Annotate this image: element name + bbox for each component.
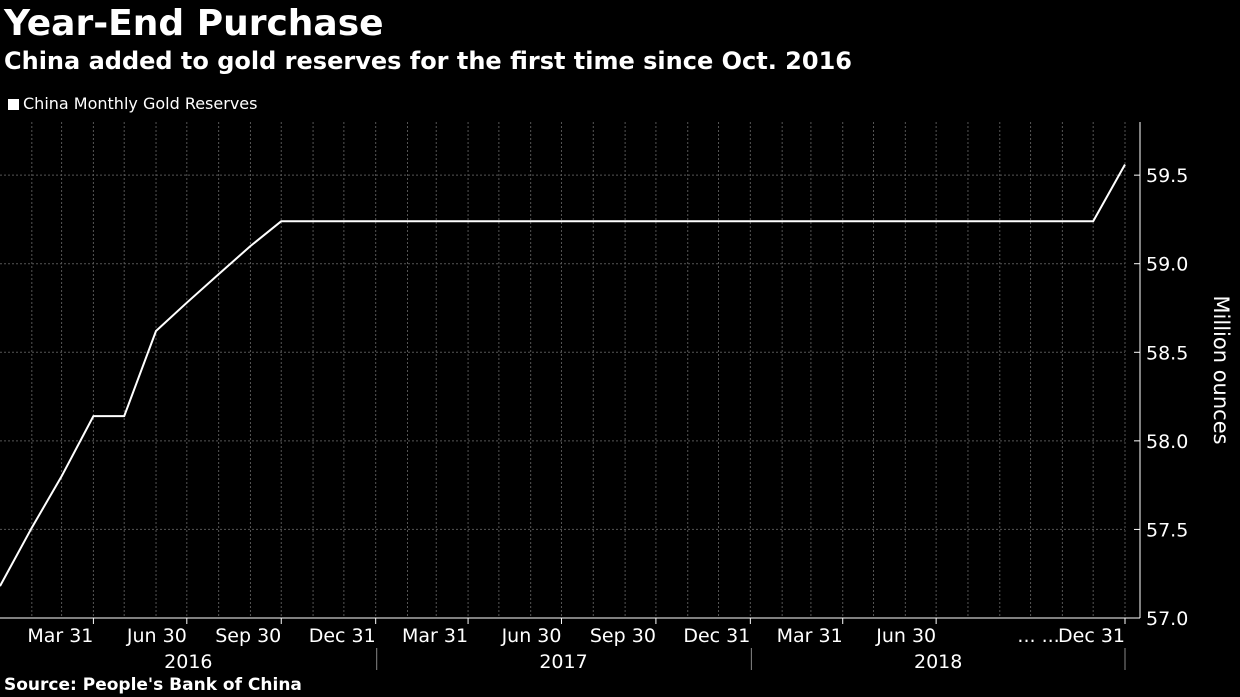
y-tick-labels: 57.0 57.5 58.0 58.5 59.0 59.5: [1146, 165, 1188, 630]
year-label: 2018: [914, 651, 962, 673]
y-tick-label: 57.0: [1146, 608, 1188, 630]
series-line: [0, 164, 1126, 587]
chart-subtitle: China added to gold reserves for the fir…: [4, 47, 852, 75]
x-tick-labels: Mar 31 Jun 30 Sep 30 Dec 31 Mar 31 Jun 30 Sep …: [27, 625, 1125, 647]
year-labels: 2016 2017 2018: [164, 651, 962, 673]
series-layer: [0, 164, 1126, 587]
year-label: 2017: [539, 651, 587, 673]
y-tick-label: 58.0: [1146, 431, 1188, 453]
legend-swatch: [8, 98, 19, 110]
chart-title: Year-End Purchase: [4, 3, 384, 44]
x-tick-label: Sep 30: [215, 625, 281, 647]
x-tick-label: Dec 31: [683, 625, 750, 647]
y-tick-label: 58.5: [1146, 342, 1188, 364]
x-tick-label: Jun 30: [501, 625, 562, 647]
x-tick-label: Mar 31: [27, 625, 93, 647]
x-axis-ellipsis: ... ...: [1017, 625, 1059, 647]
source-note: Source: People's Bank of China: [4, 675, 302, 695]
y-tick-label: 57.5: [1146, 519, 1188, 541]
horizontal-gridlines: [0, 174, 1125, 619]
x-tick-label: Jun 30: [126, 625, 187, 647]
x-tick-label: Jun 30: [875, 625, 936, 647]
vertical-gridlines: [31, 122, 1126, 618]
x-tick-label: Sep 30: [590, 625, 656, 647]
y-axis-label: Million ounces: [1209, 295, 1233, 444]
axes: [0, 122, 1141, 670]
x-tick-label: Mar 31: [777, 625, 843, 647]
x-tick-label: Dec 31: [309, 625, 376, 647]
year-label: 2016: [164, 651, 212, 673]
x-tick-label: Mar 31: [402, 625, 468, 647]
y-tick-label: 59.5: [1146, 165, 1188, 187]
legend: China Monthly Gold Reserves: [8, 93, 257, 115]
y-tick-label: 59.0: [1146, 254, 1188, 276]
x-tick-label: Dec 31: [1058, 625, 1125, 647]
legend-label: China Monthly Gold Reserves: [23, 94, 258, 113]
